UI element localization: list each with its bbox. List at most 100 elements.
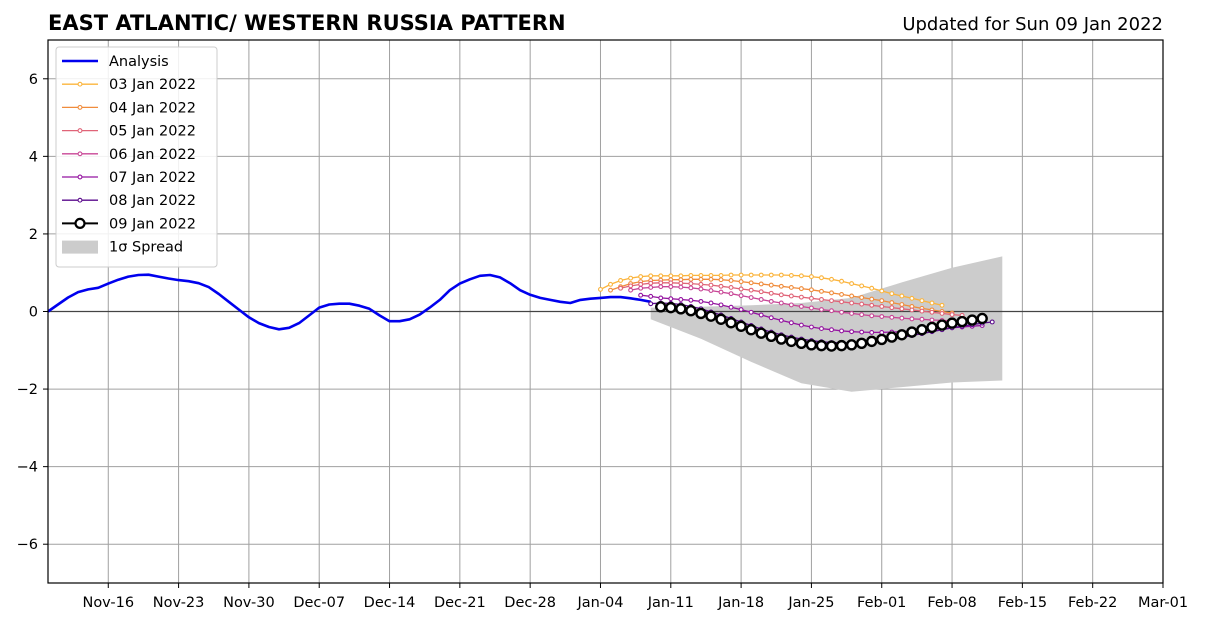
forecast-point: [798, 322, 804, 328]
forecast-point: [658, 284, 664, 290]
forecast-point: [819, 326, 824, 332]
forecast-point: [788, 302, 794, 308]
legend-item: 09 Jan 2022: [62, 216, 196, 232]
forecast-point: [678, 284, 684, 290]
forecast-point: [685, 305, 697, 317]
legend-item: 1σ Spread: [62, 240, 183, 256]
forecast-point: [668, 284, 674, 290]
forecast-point: [829, 276, 834, 282]
forecast-point: [869, 285, 875, 291]
legend-label: 06 Jan 2022: [109, 147, 196, 163]
forecast-series-2: [618, 280, 965, 318]
forecast-point: [855, 337, 868, 350]
forecast-point: [725, 317, 737, 329]
forecast-point: [939, 310, 945, 316]
forecast-point: [899, 293, 905, 299]
forecast-point: [618, 285, 624, 291]
forecast-point: [909, 307, 915, 313]
forecast-point: [976, 312, 988, 325]
forecast-point: [648, 285, 654, 290]
forecast-point: [849, 293, 855, 299]
forecast-point: [889, 305, 895, 311]
forecast-point: [916, 324, 928, 336]
forecast-point: [748, 295, 754, 300]
forecast-point: [675, 303, 687, 315]
forecast-point: [899, 302, 905, 307]
forecast-point: [738, 307, 744, 313]
forecast-point: [919, 308, 925, 314]
forecast-point: [728, 278, 734, 283]
forecast-point: [929, 309, 935, 315]
forecast-point: [785, 335, 798, 348]
forecast-point: [755, 327, 767, 339]
forecast-point: [735, 320, 747, 332]
forecast-point: [708, 300, 714, 306]
forecast-point: [879, 288, 885, 294]
forecast-point: [798, 294, 804, 300]
forecast-point: [778, 292, 784, 298]
forecast-point: [638, 285, 644, 291]
forecast-point: [839, 299, 845, 305]
forecast-point: [738, 279, 744, 285]
legend-marker: [77, 104, 83, 110]
forecast-point: [899, 306, 905, 312]
forecast-point: [708, 282, 714, 288]
forecast-point: [748, 280, 754, 286]
forecast-point: [668, 273, 674, 279]
x-tick-label: Nov-16: [82, 595, 134, 611]
forecast-point: [718, 277, 724, 283]
forecast-point: [788, 293, 794, 299]
forecast-point: [798, 286, 804, 292]
legend-label: 04 Jan 2022: [109, 100, 196, 116]
forecast-point: [778, 283, 784, 289]
forecast-point: [899, 315, 905, 321]
forecast-point: [718, 283, 724, 289]
forecast-point: [879, 298, 885, 304]
y-tick-label: 0: [29, 305, 38, 321]
forecast-point: [815, 339, 828, 352]
x-tick-label: Jan-11: [647, 595, 694, 611]
forecast-point: [738, 286, 744, 292]
forecast-point: [966, 314, 978, 326]
forecast-point: [638, 281, 644, 287]
forecast-point: [845, 339, 858, 351]
forecast-point: [678, 273, 684, 279]
forecast-point: [989, 319, 995, 325]
legend-item: 07 Jan 2022: [62, 170, 196, 186]
forecast-point: [808, 274, 814, 280]
forecast-point: [859, 312, 865, 318]
forecast-point: [618, 278, 624, 283]
forecast-point: [859, 301, 865, 307]
forecast-point: [688, 276, 694, 282]
legend-label: Analysis: [109, 54, 169, 70]
forecast-point: [698, 276, 704, 282]
forecast-point: [849, 310, 855, 316]
forecast-point: [678, 280, 684, 286]
forecast-point: [718, 302, 724, 308]
forecast-point: [728, 304, 734, 310]
forecast-point: [869, 329, 875, 335]
forecast-point: [879, 304, 885, 309]
forecast-point: [788, 272, 794, 278]
forecast-point: [758, 289, 764, 295]
forecast-point: [758, 297, 764, 302]
forecast-point: [655, 301, 667, 313]
forecast-point: [688, 297, 694, 303]
x-tick-label: Dec-14: [364, 595, 416, 611]
forecast-point: [879, 314, 885, 319]
chart-title: EAST ATLANTIC/ WESTERN RUSSIA PATTERN: [48, 11, 566, 35]
forecast-point: [628, 283, 634, 289]
forecast-point: [738, 272, 744, 278]
forecast-point: [788, 285, 794, 290]
forecast-point: [648, 293, 654, 299]
forecast-point: [819, 297, 824, 302]
forecast-point: [778, 317, 784, 323]
forecast-point: [929, 300, 935, 306]
x-tick-label: Feb-08: [927, 595, 976, 611]
forecast-series-6: [655, 301, 988, 352]
forecast-point: [728, 291, 734, 297]
forecast-point: [788, 320, 794, 326]
forecast-point: [718, 289, 724, 295]
legend-marker: [77, 81, 83, 87]
forecast-point: [768, 315, 774, 321]
